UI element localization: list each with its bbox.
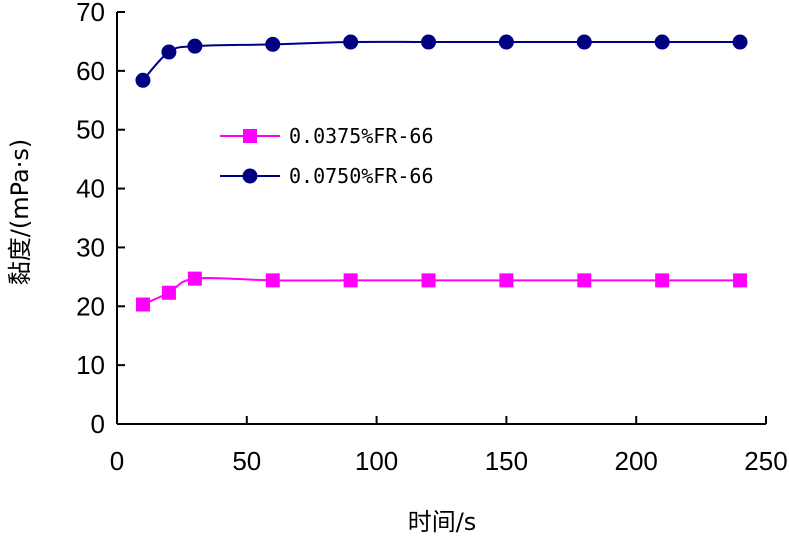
x-tick-label: 150	[485, 446, 528, 476]
data-point-circle	[187, 38, 203, 54]
y-tick-label: 0	[91, 409, 105, 439]
data-point-square	[161, 285, 176, 300]
data-point-square	[655, 273, 670, 288]
data-point-circle	[732, 34, 748, 50]
data-point-square	[733, 273, 748, 288]
data-point-square	[577, 273, 592, 288]
legend-label: 0.0750%FR-66	[289, 164, 434, 188]
x-tick-label: 50	[232, 446, 261, 476]
data-point-square	[343, 273, 358, 288]
data-point-circle	[135, 72, 151, 88]
legend-marker-circle	[242, 168, 258, 184]
x-axis-title: 时间/s	[408, 508, 477, 536]
plot-area	[135, 34, 748, 312]
data-point-square	[499, 273, 514, 288]
legend-marker-square	[243, 129, 257, 143]
legend-label: 0.0375%FR-66	[289, 124, 434, 148]
axes	[116, 11, 767, 425]
y-axis-title: 黏度/(mPa·s)	[6, 139, 34, 285]
series-line-1	[142, 276, 741, 306]
x-tick-label: 250	[744, 446, 787, 476]
data-point-square	[265, 273, 280, 288]
tick-labels: 0 10 20 30 40 50 60 70 0 50 100 150 200 250	[76, 0, 788, 476]
data-point-circle	[498, 34, 514, 50]
data-point-circle	[265, 36, 281, 52]
y-tick-label: 10	[76, 350, 105, 380]
y-tick-label: 50	[76, 115, 105, 145]
data-point-square	[187, 271, 202, 286]
x-tick-label: 200	[615, 446, 658, 476]
series-line-2	[142, 40, 741, 81]
data-point-square	[135, 297, 150, 312]
x-tick-label: 0	[110, 446, 124, 476]
data-point-circle	[343, 34, 359, 50]
y-tick-label: 40	[76, 174, 105, 204]
data-point-circle	[421, 34, 437, 50]
y-tick-label: 30	[76, 232, 105, 262]
data-point-circle	[576, 34, 592, 50]
y-tick-label: 60	[76, 56, 105, 86]
data-point-circle	[654, 34, 670, 50]
y-tick-label: 70	[76, 0, 105, 27]
x-tick-label: 100	[355, 446, 398, 476]
data-point-square	[421, 273, 436, 288]
legend: 0.0375%FR-66 0.0750%FR-66	[220, 124, 434, 188]
y-tick-label: 20	[76, 291, 105, 321]
data-point-circle	[161, 44, 177, 60]
